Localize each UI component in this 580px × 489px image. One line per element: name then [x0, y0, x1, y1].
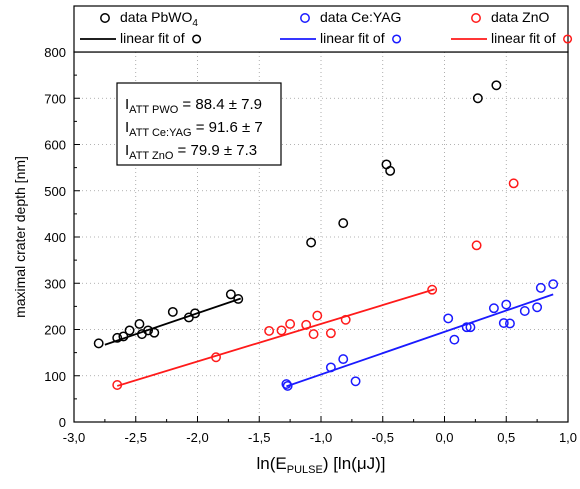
data-point-series-1 — [350, 376, 361, 387]
data-point-series-1 — [449, 334, 460, 345]
legend-fit-marker-series-0 — [192, 34, 202, 44]
data-point-series-1 — [465, 322, 476, 333]
data-point-series-0 — [143, 325, 154, 336]
data-point-series-2 — [264, 325, 275, 336]
data-point-series-0 — [167, 306, 178, 317]
x-tick-label: 1,0 — [559, 430, 577, 445]
y-tick-label: 500 — [44, 184, 66, 199]
y-tick-label: 400 — [44, 230, 66, 245]
annotation-box — [116, 82, 282, 166]
data-point-series-1 — [519, 306, 530, 316]
data-point-series-1 — [532, 302, 543, 313]
data-point-series-1 — [488, 303, 499, 314]
data-point-series-0 — [134, 319, 145, 329]
y-tick-label: 0 — [59, 415, 66, 430]
data-point-series-1 — [443, 313, 454, 324]
data-point-series-2 — [340, 314, 351, 325]
data-point-series-0 — [306, 237, 317, 248]
axis-ticks: -3,0 -2,5 -2,0 -1,5 -1,0 -0,5 0,0 0,5 1,0 0 100 200… — [44, 45, 577, 445]
legend-box — [73, 5, 569, 53]
data-point-series-1 — [325, 362, 336, 373]
legend-marker-series-2 — [471, 13, 481, 23]
data-point-series-2 — [325, 328, 336, 339]
data-point-series-1 — [498, 318, 509, 328]
data-point-series-0 — [233, 294, 244, 304]
data-point-series-2 — [112, 380, 123, 390]
legend-marker-series-0 — [100, 13, 110, 23]
legend-fit-label-series-1: linear fit of — [320, 30, 385, 46]
y-tick-label: 100 — [44, 369, 66, 384]
data-point-series-0 — [118, 331, 129, 342]
data-point-series-1 — [338, 354, 349, 365]
legend-fit-label-series-0: linear fit of — [120, 30, 185, 46]
annotations: IATT PWO = 88.4 ± 7.9 IATT Ce:YAG = 91.6 … — [125, 96, 263, 162]
fit-line-series-2 — [116, 288, 435, 387]
x-tick-label: -2,5 — [125, 430, 147, 445]
legend-marker-series-1 — [300, 13, 310, 23]
annotation-line: IATT Ce:YAG = 91.6 ± 7 — [125, 119, 263, 139]
y-tick-label: 200 — [44, 323, 66, 338]
data-point-series-1 — [282, 380, 293, 391]
data-point-series-0 — [491, 80, 502, 91]
data-point-series-2 — [508, 178, 519, 189]
data-point-series-2 — [285, 319, 296, 329]
data-point-series-0 — [190, 308, 200, 319]
annotation-line: IATT ZnO = 79.9 ± 7.3 — [125, 142, 257, 162]
data-point-series-1 — [548, 279, 559, 290]
y-tick-label: 800 — [44, 45, 66, 60]
y-tick-label: 300 — [44, 276, 66, 291]
x-tick-label: 0,0 — [435, 430, 453, 445]
data-point-series-2 — [471, 240, 482, 251]
data-point-series-0 — [225, 289, 236, 300]
data-point-series-0 — [112, 332, 123, 343]
data-points — [93, 80, 559, 391]
data-point-series-2 — [308, 329, 319, 340]
x-tick-label: -2,0 — [186, 430, 208, 445]
y-tick-label: 600 — [44, 138, 66, 153]
x-tick-label: -1,0 — [310, 430, 332, 445]
x-tick-label: 0,5 — [497, 430, 515, 445]
legend-label-series-0: data PbWO4 — [120, 9, 198, 29]
data-point-series-0 — [472, 93, 483, 104]
legend-fit-marker-series-2 — [563, 34, 573, 44]
legend-fit-marker-series-1 — [392, 34, 402, 44]
data-point-series-0 — [385, 165, 396, 176]
data-point-series-1 — [535, 282, 546, 293]
data-point-series-1 — [501, 299, 512, 310]
legend-label-series-2: data ZnO — [491, 9, 549, 25]
data-point-series-1 — [281, 379, 292, 390]
y-axis-title: maximal crater depth [nm] — [12, 156, 28, 318]
grid — [74, 52, 568, 422]
data-point-series-2 — [211, 352, 221, 363]
data-point-series-2 — [276, 325, 287, 336]
data-point-series-1 — [505, 318, 515, 329]
legend-fit-label-series-2: linear fit of — [491, 30, 556, 46]
data-point-series-0 — [149, 327, 160, 338]
x-tick-label: -1,5 — [248, 430, 270, 445]
x-axis-title: ln(EPULSE) [ln(μJ)] — [257, 454, 386, 476]
annotation-line: IATT PWO = 88.4 ± 7.9 — [125, 96, 262, 116]
x-tick-label: -0,5 — [372, 430, 394, 445]
data-point-series-0 — [338, 218, 349, 229]
legend-label-series-1: data Ce:YAG — [320, 9, 401, 25]
data-point-series-2 — [427, 284, 438, 295]
y-tick-label: 700 — [44, 91, 66, 106]
data-point-series-2 — [301, 319, 312, 330]
data-point-series-1 — [461, 322, 472, 333]
x-tick-label: -3,0 — [63, 430, 85, 445]
data-point-series-2 — [312, 310, 323, 321]
data-point-series-0 — [93, 338, 104, 349]
data-point-series-0 — [124, 325, 135, 336]
